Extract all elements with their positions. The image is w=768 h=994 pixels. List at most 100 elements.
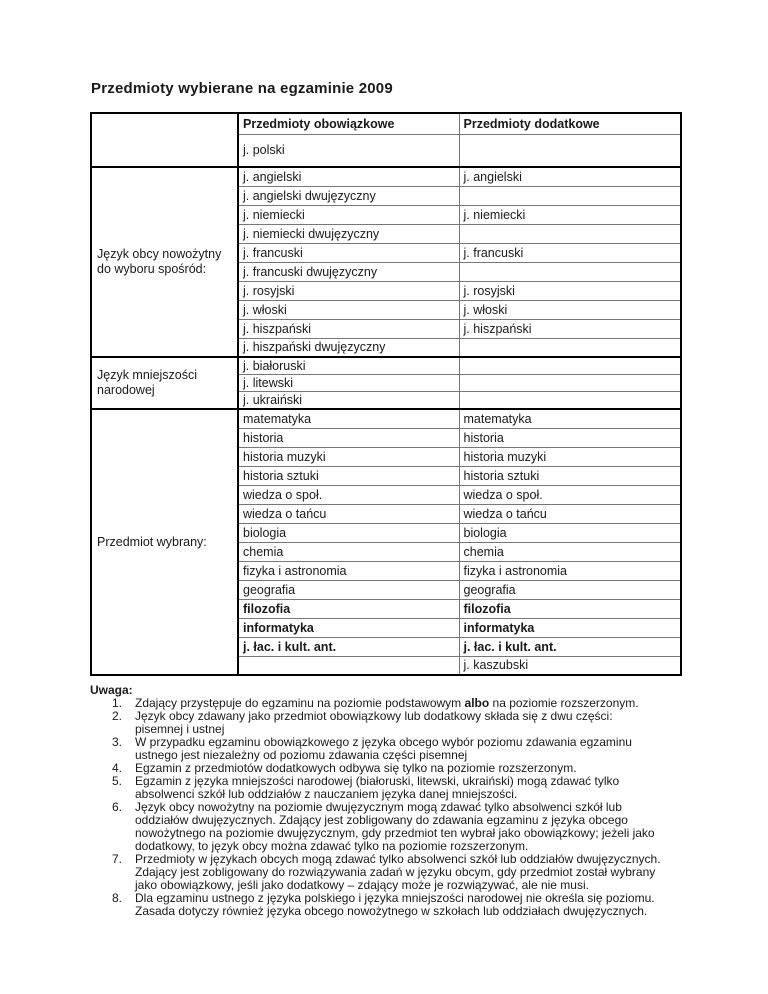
cell-obowiazkowe: j. francuski [237, 242, 460, 263]
note-number: 4. [112, 761, 123, 775]
cell-dodatkowe: filozofia [458, 598, 682, 619]
table-row: j. włoski j. włoski [91, 299, 682, 320]
section-label: Przedmiot wybrany: [90, 408, 239, 676]
cell-obowiazkowe: historia [237, 427, 460, 448]
note-item: 1. Zdający przystępuje do egzaminu na poz… [90, 697, 662, 710]
cell-dodatkowe: chemia [458, 541, 682, 562]
note-number: 2. [112, 709, 123, 723]
cell-dodatkowe [458, 261, 682, 282]
cell-obowiazkowe: j. włoski [237, 299, 460, 320]
note-number: 7. [112, 852, 123, 866]
cell-dodatkowe: wiedza o społ. [458, 484, 682, 505]
section-label: Język mniejszości narodowej [90, 356, 239, 410]
table-row: j. francuski dwujęzyczny [91, 261, 682, 282]
cell-dodatkowe: biologia [458, 522, 682, 543]
table-row: j. litewski [91, 374, 682, 392]
cell-dodatkowe: wiedza o tańcu [458, 503, 682, 524]
cell-obowiazkowe: wiedza o społ. [237, 484, 460, 505]
cell-obowiazkowe: j. angielski [237, 166, 460, 187]
exam-subjects-table: Przedmioty obowiązkowe Przedmioty dodatko… [90, 112, 682, 676]
note-text: Dla egzaminu ustnego z języka polskiego … [135, 891, 655, 918]
table-row: j. polski [91, 133, 682, 168]
note-number: 5. [112, 774, 123, 788]
cell-dodatkowe [458, 391, 682, 410]
note-text: Zdający przystępuje do egzaminu na pozio… [135, 696, 639, 710]
cell-obowiazkowe: historia sztuki [237, 465, 460, 486]
cell-obowiazkowe: j. francuski dwujęzyczny [237, 261, 460, 282]
cell-obowiazkowe: historia muzyki [237, 446, 460, 467]
cell-obowiazkowe: filozofia [237, 598, 460, 619]
note-item: 5. Egzamin z języka mniejszości narodowej… [90, 775, 662, 801]
note-number: 1. [112, 696, 123, 710]
notes-section: Uwaga: 1. Zdający przystępuje do egzaminu… [90, 684, 662, 918]
table-row: j. rosyjski j. rosyjski [91, 280, 682, 301]
notes-heading: Uwaga: [90, 683, 133, 697]
table-row: j. niemiecki dwujęzyczny [91, 223, 682, 244]
note-text: Język obcy zdawany jako przedmiot obowią… [135, 709, 613, 736]
cell-obowiazkowe: j. niemiecki [237, 204, 460, 225]
section-label: Język obcy nowożytny do wyboru spośród: [90, 166, 239, 358]
note-number: 8. [112, 891, 123, 905]
table-row: j. hiszpański dwujęzyczny [91, 337, 682, 358]
cell-obowiazkowe: j. hiszpański [237, 318, 460, 339]
cell-dodatkowe [458, 223, 682, 244]
cell-dodatkowe: j. rosyjski [458, 280, 682, 301]
cell-obowiazkowe: j. angielski dwujęzyczny [237, 185, 460, 206]
column-header-dodatkowe: Przedmioty dodatkowe [458, 112, 682, 135]
cell-obowiazkowe: wiedza o tańcu [237, 503, 460, 524]
note-number: 3. [112, 735, 123, 749]
cell-dodatkowe: j. łac. i kult. ant. [458, 636, 682, 657]
note-item: 3. W przypadku egzaminu obowiązkowego z j… [90, 736, 662, 762]
cell-obowiazkowe: geografia [237, 579, 460, 600]
page-title: Przedmioty wybierane na egzaminie 2009 [91, 80, 393, 97]
note-text: W przypadku egzaminu obowiązkowego z jęz… [135, 735, 632, 762]
table-row: geografia geografia [91, 579, 682, 600]
note-item: 8. Dla egzaminu ustnego z języka polskieg… [90, 892, 662, 918]
note-item: 2. Język obcy zdawany jako przedmiot obow… [90, 710, 662, 736]
note-text: Język obcy nowożytny na poziomie dwujęzy… [135, 800, 655, 853]
note-item: 7. Przedmioty w językach obcych mogą zdaw… [90, 853, 662, 892]
column-header-obowiazkowe: Przedmioty obowiązkowe [237, 112, 460, 135]
table-row: Język mniejszości narodowej j. białoruski [90, 356, 682, 410]
cell-obowiazkowe: j. białoruski [237, 356, 460, 375]
note-item: 4. Egzamin z przedmiotów dodatkowych odby… [90, 762, 662, 775]
note-item: 6. Język obcy nowożytny na poziomie dwuję… [90, 801, 662, 853]
table-row: historia muzyki historia muzyki [91, 446, 682, 467]
table-row: biologia biologia [91, 522, 682, 543]
cell-dodatkowe: informatyka [458, 617, 682, 638]
cell-dodatkowe: historia [458, 427, 682, 448]
cell-obowiazkowe: j. litewski [237, 374, 460, 392]
cell-dodatkowe: j. kaszubski [458, 655, 682, 676]
cell-obowiazkowe: j. rosyjski [237, 280, 460, 301]
cell-dodatkowe: fizyka i astronomia [458, 560, 682, 581]
table-row: wiedza o społ. wiedza o społ. [91, 484, 682, 505]
cell-obowiazkowe: matematyka [237, 408, 460, 429]
table-row: j. łac. i kult. ant. j. łac. i kult. ant. [91, 636, 682, 657]
note-text: Przedmioty w językach obcych mogą zdawać… [135, 852, 661, 892]
cell-dodatkowe [458, 356, 682, 375]
section-label [90, 112, 239, 168]
table-row: informatyka informatyka [91, 617, 682, 638]
cell-obowiazkowe: j. hiszpański dwujęzyczny [237, 337, 460, 358]
table-row: j. niemiecki j. niemiecki [91, 204, 682, 225]
cell-obowiazkowe: j. łac. i kult. ant. [237, 636, 460, 657]
table-row: Przedmiot wybrany: matematyka matematyka [90, 408, 682, 676]
cell-dodatkowe: j. francuski [458, 242, 682, 263]
table-row: Język obcy nowożytny do wyboru spośród: j… [90, 166, 682, 358]
table-row: j. kaszubski [91, 655, 682, 676]
note-number: 6. [112, 800, 123, 814]
note-text: Egzamin z przedmiotów dodatkowych odbywa… [135, 761, 577, 775]
cell-obowiazkowe: j. ukraiński [237, 391, 460, 410]
cell-dodatkowe [458, 133, 682, 168]
cell-dodatkowe [458, 374, 682, 392]
cell-dodatkowe: geografia [458, 579, 682, 600]
cell-obowiazkowe: j. polski [237, 133, 460, 168]
cell-dodatkowe: j. włoski [458, 299, 682, 320]
note-text: Egzamin z języka mniejszości narodowej (… [135, 774, 620, 801]
cell-obowiazkowe: fizyka i astronomia [237, 560, 460, 581]
cell-obowiazkowe: chemia [237, 541, 460, 562]
table-row: j. hiszpański j. hiszpański [91, 318, 682, 339]
cell-obowiazkowe: informatyka [237, 617, 460, 638]
table-row: j. francuski j. francuski [91, 242, 682, 263]
